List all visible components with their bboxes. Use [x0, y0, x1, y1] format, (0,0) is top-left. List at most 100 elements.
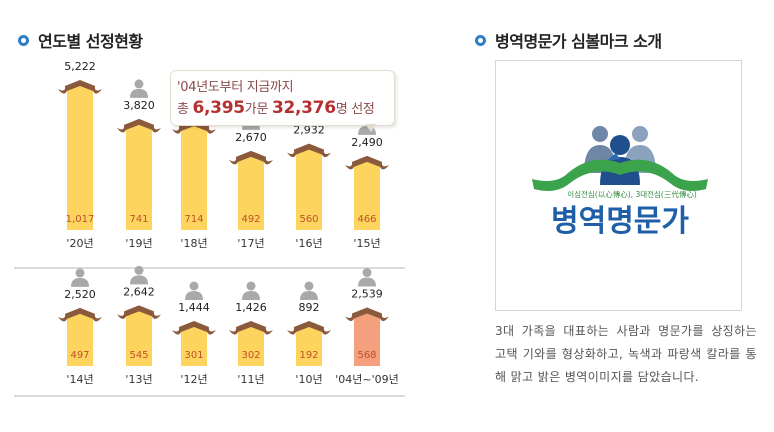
bullet-icon	[475, 34, 486, 46]
bar	[354, 312, 380, 366]
category-label: '04년~'09년	[335, 373, 399, 386]
callout-period-text: '04년도부터 지금까지	[177, 80, 294, 95]
person-icon-head	[246, 281, 256, 291]
bar-group: 2,670 492 '17년	[229, 111, 273, 250]
callout-tail	[365, 124, 377, 132]
bar-group: 892 192 '10년	[287, 281, 331, 386]
person-icon-body	[242, 291, 260, 300]
category-label: '18년	[180, 237, 207, 250]
military-family-emblem: 이심전심(以心傳心), 3대전심(三代傳心) 병역명문가	[532, 126, 708, 239]
bar	[354, 160, 380, 230]
bar-group: 2,539 568 '04년~'09년	[335, 268, 399, 386]
bar	[67, 85, 93, 230]
roof-icon	[287, 143, 331, 158]
roof-icon	[172, 321, 216, 335]
bar-group: 2,490 466 '15년	[345, 116, 389, 250]
families-value-label: 1,017	[66, 214, 95, 225]
families-value-label: 545	[129, 350, 148, 361]
persons-value-label: 2,642	[123, 285, 155, 298]
callout-families-count: 6,395	[192, 98, 246, 118]
bar	[296, 326, 322, 366]
families-value-label: 568	[357, 350, 376, 361]
emblem-name: 병역명문가	[551, 204, 689, 239]
emblem-section-title-text: 병역명문가 심볼마크 소개	[495, 32, 662, 51]
person-icon-head	[189, 281, 199, 291]
person-icon-head	[134, 265, 144, 275]
families-value-label: 497	[70, 350, 89, 361]
category-label: '16년	[295, 237, 322, 250]
families-value-label: 302	[241, 350, 260, 361]
bar-group: 5,222 1,017 '20년	[58, 60, 102, 250]
emblem-frame: 이심전심(以心傳心), 3대전심(三代傳心) 병역명문가	[495, 60, 742, 311]
persons-value-label: 2,490	[351, 136, 383, 149]
emblem-section-title: 병역명문가 심볼마크 소개	[475, 28, 662, 52]
roof-icon	[229, 321, 273, 335]
person-icon-body	[130, 88, 148, 98]
category-label: '10년	[295, 373, 322, 386]
persons-value-label: 1,426	[235, 301, 267, 314]
bullet-icon	[18, 34, 29, 46]
bar-group: 2,642 545 '13년	[117, 265, 161, 386]
bar	[126, 310, 152, 366]
families-value-label: 560	[299, 214, 318, 225]
chart-section-title-text: 연도별 선정현황	[38, 32, 143, 51]
bar-group: 2,520 497 '14년	[58, 268, 102, 386]
bar	[181, 125, 207, 230]
bar	[67, 312, 93, 366]
bar	[296, 148, 322, 230]
persons-value-label: 892	[299, 301, 320, 314]
persons-value-label: 2,932	[293, 124, 325, 137]
roof-icon	[58, 307, 102, 322]
roof-icon	[287, 321, 331, 335]
category-label: '12년	[180, 373, 207, 386]
category-label: '17년	[237, 237, 264, 250]
families-value-label: 301	[184, 350, 203, 361]
callout-mid: 가문	[244, 102, 272, 117]
bar-group: 3,820 741 '19년	[117, 79, 161, 250]
callout-total-text: 총 6,395가문 32,376명 선정	[177, 98, 394, 118]
bar-group: 1,426 302 '11년	[229, 281, 273, 386]
bar	[126, 123, 152, 230]
persons-value-label: 3,820	[123, 99, 155, 112]
families-value-label: 492	[241, 214, 260, 225]
person-icon-body	[130, 275, 148, 285]
persons-value-label: 5,222	[64, 60, 96, 73]
families-value-label: 466	[357, 214, 376, 225]
roof-icon	[229, 150, 273, 165]
roof-icon	[117, 305, 161, 319]
roof-icon	[345, 307, 389, 322]
bar	[238, 155, 264, 230]
person-icon-head	[362, 268, 372, 278]
bar	[181, 326, 207, 366]
emblem-description: 3대 가족을 대표하는 사람과 명문가를 상징하는 고택 기와를 형상화하고, …	[495, 324, 757, 384]
roof-icon	[172, 120, 216, 134]
persons-value-label: 2,670	[235, 131, 267, 144]
callout-box: '04년도부터 지금까지 총 6,395가문 32,376명 선정	[170, 70, 395, 126]
roof-tile-arch	[532, 159, 708, 191]
roof-icon	[58, 80, 102, 94]
person-icon-body	[185, 291, 203, 300]
total-callout: '04년도부터 지금까지 총 6,395가문 32,376명 선정	[170, 70, 395, 132]
families-value-label: 741	[129, 214, 148, 225]
person-icon-body	[358, 277, 376, 287]
person-icon-head	[304, 281, 314, 291]
person-icon-head	[134, 79, 144, 89]
callout-prefix: 총	[177, 102, 193, 117]
emblem-slogan: 이심전심(以心傳心), 3대전심(三代傳心)	[567, 189, 697, 199]
three-generation-people-icon	[584, 126, 656, 185]
category-label: '11년	[237, 373, 264, 386]
roof-icon	[345, 155, 389, 170]
roof-icon	[117, 118, 161, 133]
category-label: '19년	[125, 237, 152, 250]
person-icon-body	[300, 291, 318, 300]
category-label: '14년	[66, 373, 93, 386]
person-icon-head	[75, 268, 85, 278]
families-value-label: 192	[299, 350, 318, 361]
families-value-label: 714	[184, 214, 203, 225]
category-label: '15년	[353, 237, 380, 250]
persons-value-label: 2,520	[64, 288, 96, 301]
bar-group: 1,444 301 '12년	[172, 281, 216, 386]
bar	[238, 326, 264, 366]
callout-suffix: 명 선정	[335, 102, 375, 117]
persons-value-label: 2,539	[351, 288, 383, 301]
